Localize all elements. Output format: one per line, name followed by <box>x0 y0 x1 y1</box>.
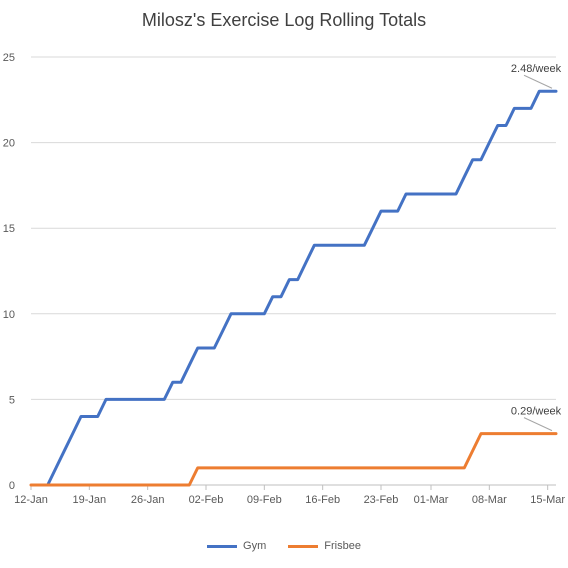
x-tick-label: 09-Feb <box>247 494 282 506</box>
series-line-frisbee <box>29 432 558 487</box>
series-line-gym <box>37 89 558 487</box>
annotation-label-gym: 2.48/week <box>511 63 562 75</box>
legend-swatch-gym <box>207 544 238 548</box>
y-tick-label: 10 <box>3 309 15 321</box>
x-tick-label: 12-Jan <box>14 494 48 506</box>
x-tick-label: 15-Mar <box>530 494 565 506</box>
x-tick-label: 19-Jan <box>73 494 107 506</box>
annotation-leader-frisbee <box>523 417 553 432</box>
x-tick-label: 02-Feb <box>189 494 224 506</box>
chart-title: Milosz's Exercise Log Rolling Totals <box>141 10 427 30</box>
annotation-leader-gym <box>523 74 553 89</box>
legend: Gym Frisbee <box>0 540 568 552</box>
x-tick-label: 23-Feb <box>364 494 399 506</box>
legend-item-gym: Gym <box>207 540 266 552</box>
x-tick-label: 16-Feb <box>305 494 340 506</box>
x-tick-label: 01-Mar <box>414 494 449 506</box>
x-tick-label: 26-Jan <box>131 494 165 506</box>
y-tick-label: 5 <box>9 394 15 406</box>
annotation-label-frisbee: 0.29/week <box>511 406 562 418</box>
legend-item-frisbee: Frisbee <box>288 540 361 552</box>
y-tick-label: 15 <box>3 223 15 235</box>
y-tick-label: 0 <box>9 480 15 492</box>
legend-label-frisbee: Frisbee <box>324 540 361 552</box>
x-tick-label: 08-Mar <box>472 494 507 506</box>
y-tick-label: 25 <box>3 52 15 64</box>
legend-label-gym: Gym <box>243 540 267 552</box>
y-tick-label: 20 <box>3 138 15 150</box>
legend-swatch-frisbee <box>288 544 319 548</box>
